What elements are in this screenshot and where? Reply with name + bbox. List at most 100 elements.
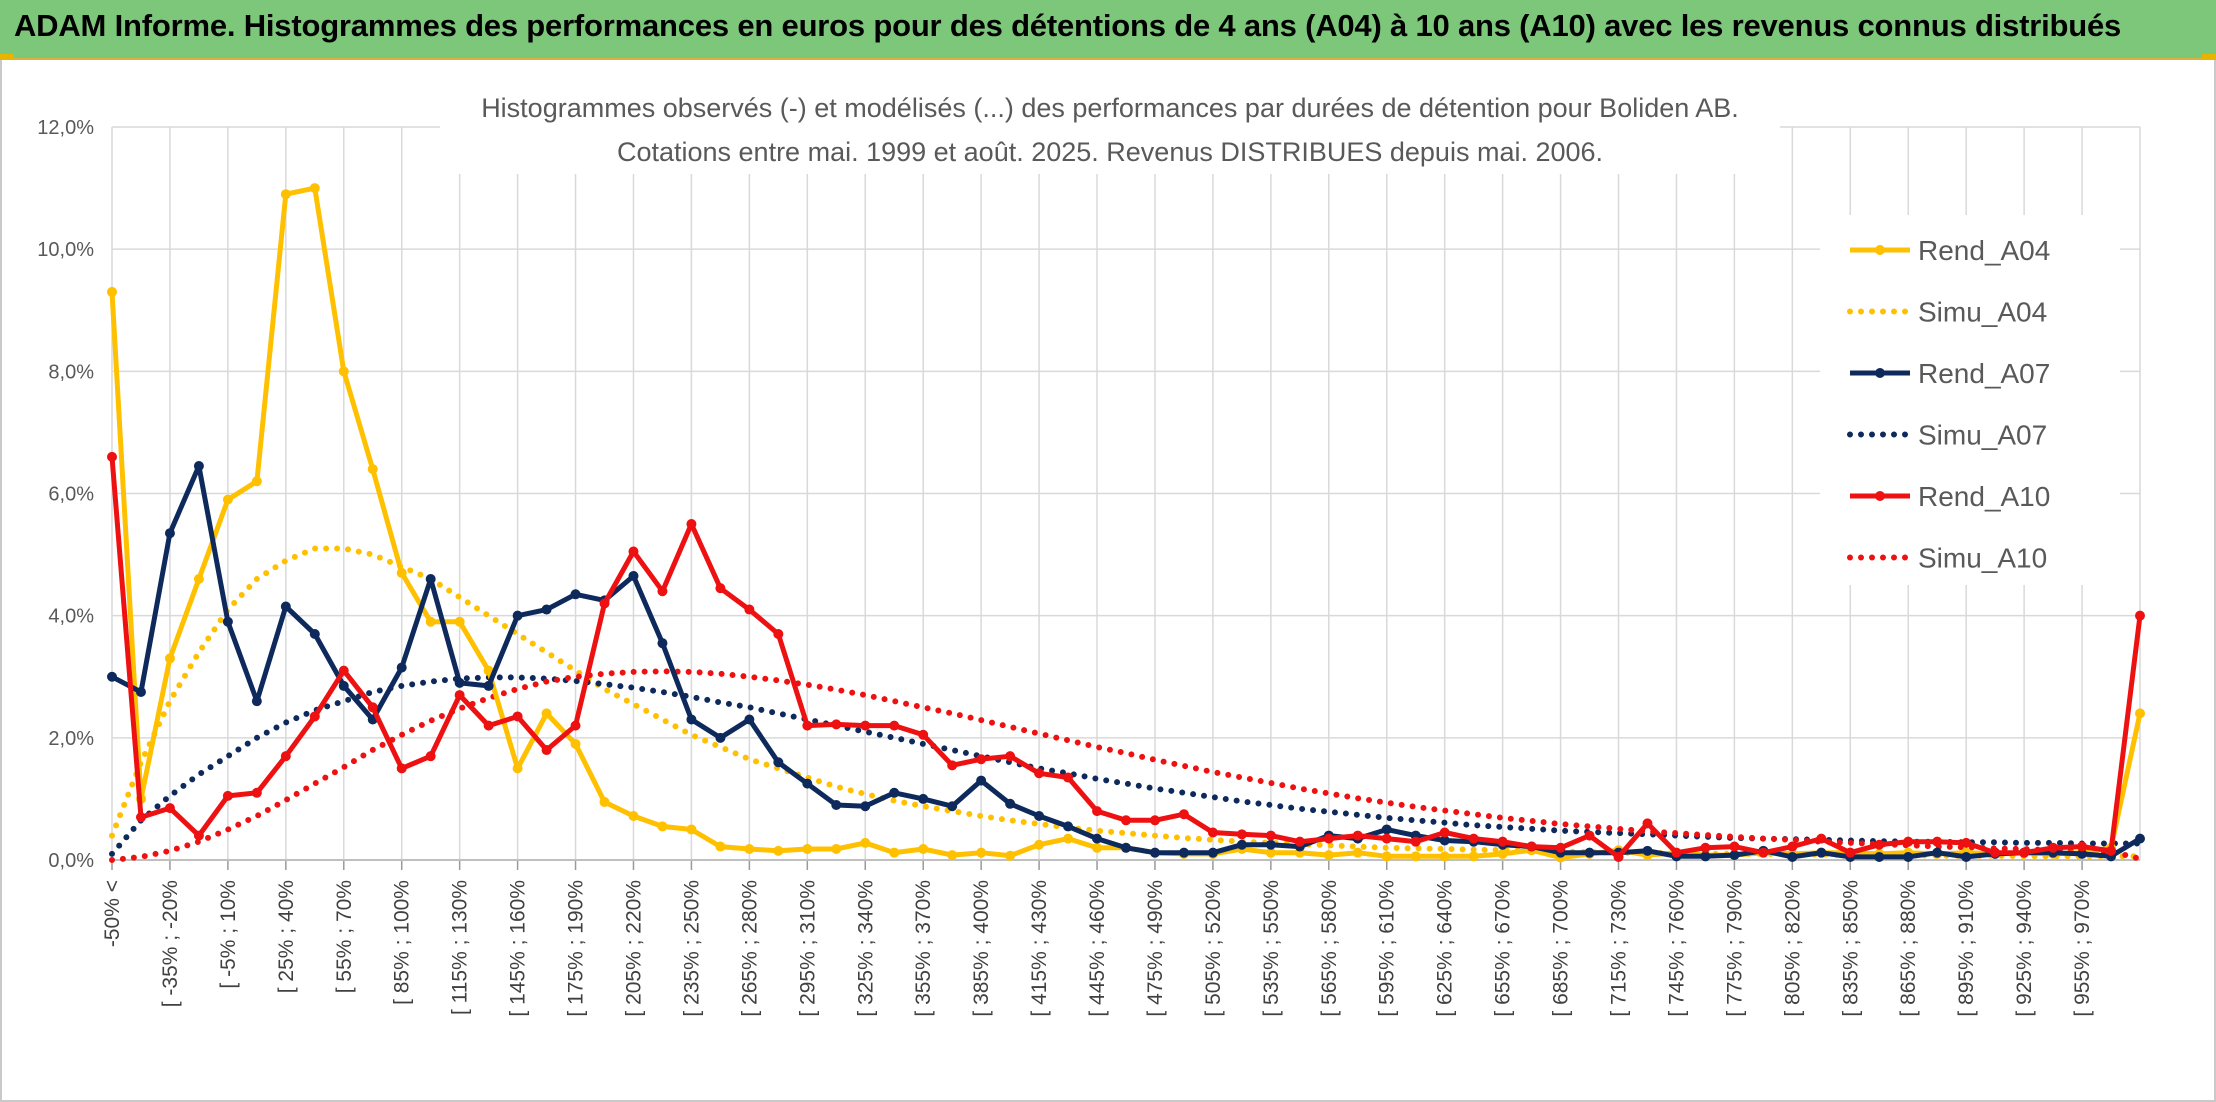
title-background: [440, 82, 1780, 174]
report-banner: ADAM Informe. Histogrammes des performan…: [0, 0, 2216, 60]
data-point-rend-a10: [599, 598, 610, 609]
x-tick-label: [ 115% ; 130%: [449, 880, 472, 1015]
data-point-rend-a04: [918, 844, 929, 855]
data-point-rend-a10: [1092, 806, 1103, 817]
data-point-rend-a10: [1468, 833, 1479, 844]
data-point-rend-a07: [454, 677, 465, 688]
data-point-rend-a07: [1034, 811, 1045, 822]
x-tick-label: [ 295% ; 310%: [796, 880, 819, 1017]
data-point-rend-a10: [483, 720, 494, 731]
x-tick-label: [ -35% ; -20%: [159, 880, 182, 1007]
data-point-rend-a07: [1961, 851, 1972, 862]
data-point-rend-a07: [280, 601, 291, 612]
series-lines: [107, 183, 2145, 863]
data-point-rend-a07: [802, 778, 813, 789]
data-point-rend-a10: [1613, 851, 1624, 862]
x-tick-label: [ 685% ; 700%: [1550, 880, 1573, 1017]
data-point-rend-a07: [309, 628, 320, 639]
data-point-rend-a10: [1671, 847, 1682, 858]
data-point-rend-a07: [1381, 824, 1392, 835]
data-point-rend-a07: [425, 574, 436, 585]
x-tick-label: [ 655% ; 670%: [1492, 880, 1515, 1017]
x-tick-label: [ 325% ; 340%: [854, 880, 877, 1017]
x-tick-label: [ 445% ; 460%: [1086, 880, 1109, 1017]
data-point-rend-a04: [193, 574, 204, 585]
data-point-rend-a10: [1294, 836, 1305, 847]
data-point-rend-a07: [889, 787, 900, 798]
data-point-rend-a10: [1758, 847, 1769, 858]
data-point-rend-a10: [1642, 818, 1653, 829]
data-point-rend-a07: [686, 714, 697, 725]
data-point-rend-a04: [1439, 851, 1450, 862]
x-tick-label: [ 745% ; 760%: [1665, 880, 1688, 1017]
data-point-rend-a04: [251, 476, 262, 487]
data-point-rend-a07: [396, 662, 407, 673]
data-point-rend-a10: [1874, 839, 1885, 850]
data-point-rend-a10: [1700, 842, 1711, 853]
data-point-rend-a10: [1555, 842, 1566, 853]
data-point-rend-a07: [1903, 851, 1914, 862]
data-point-rend-a04: [222, 494, 233, 505]
data-point-rend-a10: [512, 711, 523, 722]
series-line-simu-a07: [109, 674, 2143, 857]
data-point-rend-a10: [1903, 836, 1914, 847]
data-point-rend-a04: [860, 837, 871, 848]
data-point-rend-a04: [107, 286, 117, 297]
data-point-rend-a07: [107, 671, 117, 682]
data-point-rend-a10: [831, 719, 842, 730]
data-point-rend-a10: [918, 729, 929, 740]
data-point-rend-a10: [1787, 841, 1798, 852]
y-tick-label: 12,0%: [37, 117, 94, 139]
data-point-rend-a04: [1352, 847, 1363, 858]
x-tick-label: [ 175% ; 190%: [565, 880, 588, 1017]
data-point-rend-a07: [860, 801, 871, 812]
data-point-rend-a10: [367, 702, 378, 713]
x-tick-label: [ 415% ; 430%: [1028, 880, 1051, 1017]
data-point-rend-a04: [657, 821, 668, 832]
data-point-rend-a10: [1439, 827, 1450, 838]
data-point-rend-a04: [2135, 708, 2145, 719]
corner-mark-left: [0, 54, 14, 60]
data-point-rend-a07: [1092, 833, 1103, 844]
report-title: ADAM Informe. Histogrammes des performan…: [14, 8, 2122, 43]
data-point-rend-a10: [1816, 833, 1827, 844]
data-point-rend-a04: [280, 189, 291, 200]
data-point-rend-a04: [976, 847, 987, 858]
x-tick-label: -50% <: [101, 880, 124, 947]
x-tick-label: [ 805% ; 820%: [1781, 880, 1804, 1017]
data-point-rend-a04: [1323, 850, 1334, 861]
data-point-rend-a10: [1845, 847, 1856, 858]
chart-subtitle: Cotations entre mai. 1999 et août. 2025.…: [617, 137, 1603, 167]
legend-background: [1820, 215, 2120, 585]
data-point-rend-a07: [773, 757, 784, 768]
data-point-rend-a04: [338, 366, 349, 377]
data-point-rend-a10: [860, 720, 871, 731]
y-tick-label: 8,0%: [48, 361, 94, 383]
x-tick-label: [ 235% ; 250%: [680, 880, 703, 1017]
data-point-rend-a10: [541, 745, 552, 756]
legend-label-rend-a10: Rend_A10: [1918, 481, 2050, 512]
data-point-rend-a10: [773, 628, 784, 639]
data-point-rend-a10: [570, 720, 581, 731]
x-tick-label: [ 775% ; 790%: [1723, 880, 1746, 1017]
data-point-rend-a07: [1700, 851, 1711, 862]
data-point-rend-a10: [1352, 830, 1363, 841]
data-point-rend-a10: [1121, 815, 1131, 826]
data-point-rend-a04: [570, 738, 581, 749]
x-tick-label: [ 535% ; 550%: [1260, 880, 1283, 1017]
data-point-rend-a07: [1063, 821, 1074, 832]
series-line-simu-a10: [109, 668, 2143, 863]
data-point-rend-a07: [570, 589, 581, 600]
y-axis: 0,0% 2,0% 4,0% 6,0% 8,0% 10,0% 12,0%: [37, 117, 94, 872]
data-point-rend-a04: [628, 811, 639, 822]
data-point-rend-a04: [686, 824, 697, 835]
data-point-rend-a07: [1207, 847, 1218, 858]
data-point-rend-a07: [164, 528, 175, 539]
data-point-rend-a10: [657, 586, 668, 597]
data-point-rend-a10: [1207, 827, 1218, 838]
x-tick-label: [ 265% ; 280%: [738, 880, 761, 1017]
x-tick-label: [ 85% ; 100%: [391, 880, 414, 1005]
x-tick-label: [ 715% ; 730%: [1608, 880, 1631, 1017]
corner-mark-right: [2202, 54, 2216, 60]
